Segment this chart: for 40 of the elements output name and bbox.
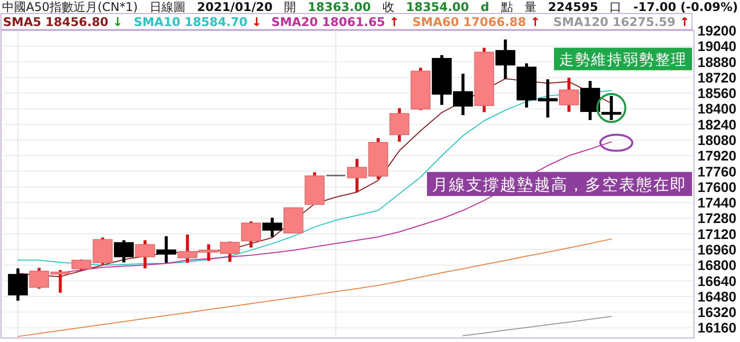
- text: 2021/01/20: [197, 0, 273, 14]
- y-tick-label: 16320: [698, 304, 737, 320]
- y-tick-label: 17920: [698, 148, 737, 164]
- text: SMA5 18456.80 ↓: [3, 15, 123, 29]
- y-tick-label: 18880: [698, 54, 737, 70]
- y-tick-label: 18400: [698, 100, 737, 117]
- text: -17.00 (-0.09%): [633, 0, 738, 14]
- y-tick-label: 17760: [698, 163, 737, 180]
- text: 口: [610, 0, 622, 14]
- text: 量: [524, 0, 536, 14]
- y-tick-label: 18240: [698, 116, 737, 132]
- text: 開: [284, 0, 296, 14]
- y-tick-label: 17600: [698, 178, 737, 195]
- text: SMA120 16275.59 ↑: [553, 15, 690, 29]
- text: d: [480, 0, 490, 14]
- annotation: 走勢維持弱勢整理: [559, 50, 687, 68]
- chart-subtitle: 日線圖: [149, 0, 186, 14]
- y-tick-label: 17280: [698, 210, 737, 226]
- y-tick-label: 18720: [698, 69, 737, 86]
- text: SMA20 18061.65 ↑: [271, 15, 400, 29]
- y-tick-label: 19200: [698, 22, 737, 38]
- y-tick-label: 17120: [698, 226, 737, 242]
- text: 點: [500, 0, 513, 14]
- y-tick-label: 17440: [698, 194, 737, 211]
- text: SMA60 17066.88 ↑: [412, 15, 540, 29]
- y-tick-label: 16640: [698, 272, 737, 289]
- y-tick-label: 16960: [698, 242, 737, 258]
- text: SMA10 18584.70 ↓: [134, 15, 262, 29]
- annotation: 月線支撐越墊越高，多空表態在即: [432, 174, 687, 194]
- y-tick-label: 16800: [698, 257, 737, 274]
- text: 224595: [548, 0, 598, 14]
- text: 18363.00: [308, 0, 371, 14]
- y-tick-label: 16160: [698, 320, 737, 336]
- text: 收: [382, 0, 394, 14]
- y-tick-label: 19040: [698, 38, 737, 54]
- chart-title: 中國A50指數近月(CN*1): [2, 0, 138, 14]
- y-tick-label: 18560: [698, 85, 737, 102]
- y-tick-label: 18080: [698, 132, 737, 148]
- text: 18354.00: [406, 0, 470, 14]
- y-tick-label: 16480: [698, 288, 737, 304]
